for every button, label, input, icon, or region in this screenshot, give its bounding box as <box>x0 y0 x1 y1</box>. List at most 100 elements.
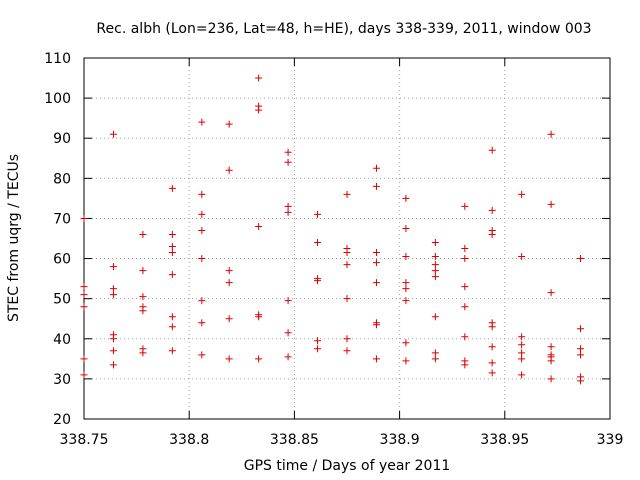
x-tick-label: 338.8 <box>169 432 209 448</box>
data-point <box>198 118 206 126</box>
grid <box>84 58 610 419</box>
data-point <box>402 224 410 232</box>
data-point <box>284 158 292 166</box>
data-point <box>139 303 147 311</box>
data-point <box>488 359 496 367</box>
data-point <box>168 271 176 279</box>
data-point <box>225 120 233 128</box>
data-point <box>547 351 555 359</box>
data-point <box>284 202 292 210</box>
data-point <box>109 331 117 339</box>
data-point <box>109 130 117 138</box>
data-point <box>372 279 380 287</box>
data-point <box>139 230 147 238</box>
data-point <box>109 263 117 271</box>
data-point <box>372 182 380 190</box>
data-point <box>431 261 439 269</box>
data-point <box>198 226 206 234</box>
y-tick-label: 110 <box>44 51 71 67</box>
y-tick-label: 30 <box>53 372 71 388</box>
y-tick-label: 20 <box>53 412 71 428</box>
data-point <box>284 208 292 216</box>
y-axis-title: STEC from uqrg / TECUs <box>6 154 22 322</box>
data-point <box>372 319 380 327</box>
data-point <box>547 343 555 351</box>
data-point <box>488 343 496 351</box>
data-point <box>577 325 585 333</box>
data-point <box>518 333 526 341</box>
data-point <box>225 279 233 287</box>
data-point <box>225 355 233 363</box>
axis-ticks <box>83 57 611 420</box>
data-point <box>198 351 206 359</box>
data-point <box>198 297 206 305</box>
data-point <box>168 230 176 238</box>
data-point <box>547 200 555 208</box>
y-tick-label: 60 <box>53 252 71 268</box>
chart-title: Rec. albh (Lon=236, Lat=48, h=HE), days … <box>96 21 591 37</box>
data-point <box>577 373 585 381</box>
data-point <box>80 355 88 363</box>
data-point <box>431 253 439 261</box>
tick-labels: 20 30 40 50 60 70 80 90 100 110 338.75 338.8 338.85 3… <box>44 51 623 448</box>
data-point <box>255 222 263 230</box>
x-tick-label: 338.9 <box>380 432 420 448</box>
data-point <box>461 357 469 365</box>
data-point <box>431 267 439 275</box>
data-point <box>284 297 292 305</box>
data-point <box>314 239 322 247</box>
data-point <box>372 249 380 257</box>
data-point <box>402 194 410 202</box>
y-tick-label: 80 <box>53 171 71 187</box>
x-tick-label: 338.75 <box>60 432 109 448</box>
data-point <box>488 369 496 377</box>
data-point <box>343 347 351 355</box>
data-point <box>402 339 410 347</box>
data-point <box>488 206 496 214</box>
data-point <box>372 355 380 363</box>
data-point <box>488 319 496 327</box>
data-point <box>168 323 176 331</box>
data-point <box>577 255 585 263</box>
data-point <box>343 261 351 269</box>
data-point <box>547 289 555 297</box>
data-point <box>284 329 292 337</box>
data-point <box>402 279 410 287</box>
data-point <box>461 202 469 210</box>
data-point <box>198 190 206 198</box>
data-point <box>343 295 351 303</box>
data-point <box>314 337 322 345</box>
data-point <box>168 184 176 192</box>
data-point <box>255 74 263 82</box>
data-point <box>168 347 176 355</box>
data-point <box>255 311 263 319</box>
data-point <box>80 283 88 291</box>
x-tick-label: 338.95 <box>480 432 529 448</box>
data-point <box>168 249 176 257</box>
data-point <box>518 355 526 363</box>
data-point <box>402 285 410 293</box>
data-point <box>402 357 410 365</box>
data-point <box>109 291 117 299</box>
data-point <box>343 245 351 253</box>
data-point <box>461 283 469 291</box>
data-point <box>80 291 88 299</box>
data-point <box>168 313 176 321</box>
data-point <box>168 243 176 251</box>
data-point <box>198 319 206 327</box>
data-point <box>139 345 147 353</box>
data-point <box>343 190 351 198</box>
data-point <box>461 255 469 263</box>
data-point <box>518 253 526 261</box>
data-point <box>547 375 555 383</box>
data-point <box>225 267 233 275</box>
data-point <box>402 253 410 261</box>
data-point <box>139 267 147 275</box>
data-point <box>461 245 469 253</box>
data-point <box>461 333 469 341</box>
data-point <box>80 214 88 222</box>
data-point <box>372 259 380 267</box>
data-point <box>109 361 117 369</box>
data-point <box>314 345 322 353</box>
data-point <box>284 148 292 156</box>
